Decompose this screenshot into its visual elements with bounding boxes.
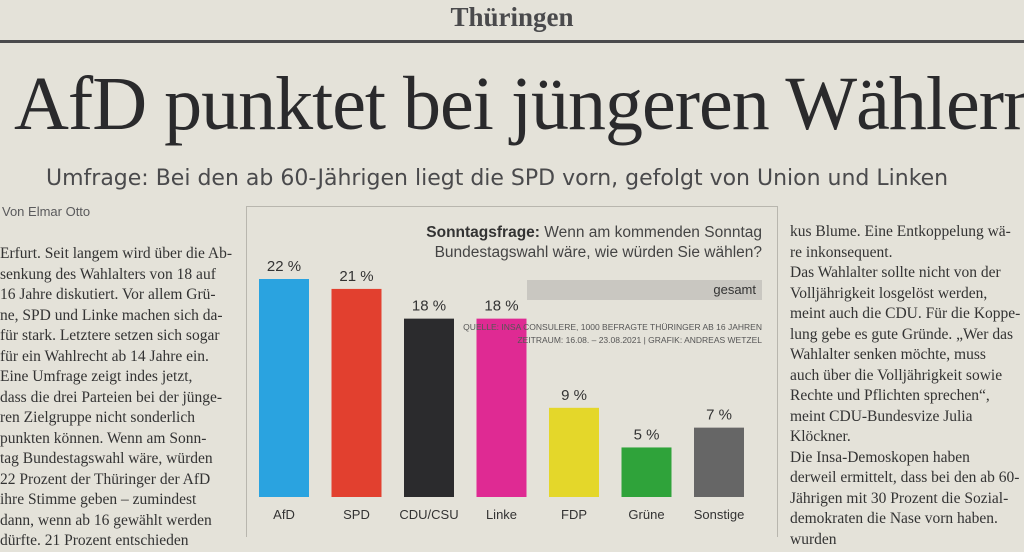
left-column-line: ren Zielgruppe nicht sonderlich <box>0 409 195 426</box>
bar-spd <box>331 288 382 497</box>
left-column-line: senkung des Wahlalters von 18 auf <box>0 265 216 283</box>
section-title: Thüringen <box>450 2 574 32</box>
value-label: 22 % <box>267 258 301 275</box>
category-label: SPD <box>343 507 370 522</box>
left-column-line: dann, wenn ab 16 gewählt werden <box>0 511 212 529</box>
left-column-line: tag Bundestagswahl wäre, würden <box>0 450 213 467</box>
left-column-line: dass die drei Parteien bei der jünge- <box>0 388 223 406</box>
bar-cdu-csu <box>404 318 454 497</box>
right-column-line: auch über die Volljährigkeit sowie <box>790 366 1003 384</box>
right-column-line: Rechte und Pflichten sprechen“, <box>790 387 990 404</box>
left-column-line: Eine Umfrage zeigt indes jetzt, <box>0 368 193 385</box>
right-column-line: meint auch die CDU. Für die Koppe- <box>790 305 1021 322</box>
section-rule <box>0 40 1024 43</box>
headline: AfD punktet bei jüngeren Wählern <box>14 62 1024 146</box>
right-column-line: lung gebe es gute Gründe. „Wer das <box>790 325 1013 343</box>
right-column-line: wurden <box>790 530 837 548</box>
chart-source-line-2: Zeitraum: 16.08. – 23.08.2021 | Grafik: … <box>517 335 762 345</box>
right-column-line: Jährigen mit 30 Prozent die Sozial- <box>790 489 1009 507</box>
left-column-line: ihre Stimme geben – zumindest <box>0 491 197 508</box>
right-column-line: Wahlalter senken möchte, muss <box>790 346 986 363</box>
chart-question-text: Wenn am kommenden Sonntag Bundestagswahl… <box>434 224 762 261</box>
value-label: 18 % <box>412 298 446 315</box>
right-column-line: demokraten die Nase vorn haben. <box>790 510 998 527</box>
chart-box: 22 % AfD 21 % SPD 18 % CDU/CSU 18 % Linke 9 % FDP… <box>246 206 778 537</box>
bar-chart: 22 % AfD 21 % SPD 18 % CDU/CSU 18 % Linke 9 % FDP… <box>259 258 745 522</box>
chart-question-label: Sonntagsfrage: <box>426 224 540 241</box>
right-column-line: meint CDU-Bundesvize Julia <box>790 407 973 425</box>
right-column-line: derweil ermittelt, dass bei den ab 60- <box>790 469 1020 486</box>
right-column-line: re inkonsequent. <box>790 243 893 261</box>
category-label: Grüne <box>628 507 664 522</box>
right-column-line: Volljährigkeit losgelöst werden, <box>790 284 988 302</box>
value-label: 18 % <box>484 298 518 315</box>
bar-afd <box>259 279 309 497</box>
left-column-line: ne, SPD und Linke machen sich da- <box>0 306 223 324</box>
bar-fdp <box>549 407 599 497</box>
left-column-line: punkten können. Wenn am Sonn- <box>0 429 207 447</box>
chart-question: Sonntagsfrage: Wenn am kommenden Sonntag… <box>417 223 762 263</box>
left-column-line: 22 Prozent der Thüringer der AfD <box>0 470 211 488</box>
byline: Von Elmar Otto <box>2 204 91 219</box>
chart-source: Quelle: INSA Consulere, 1000 befragte Th… <box>457 321 762 347</box>
bar-gr-ne <box>621 447 672 497</box>
bar-sonstige <box>694 427 744 497</box>
category-label: Linke <box>486 507 517 522</box>
value-label: 21 % <box>339 268 373 285</box>
bar-linke <box>476 318 527 497</box>
left-column-line: für ein Wahlrecht ab 14 Jahre ein. <box>0 347 209 365</box>
chart-subtitle-bar: gesamt <box>527 280 762 300</box>
right-column: kus Blume. Eine Entkoppelung wä-re inkon… <box>790 222 1024 550</box>
value-label: 7 % <box>706 407 732 424</box>
right-column-line: Klöckner. <box>790 428 851 445</box>
right-column-line: Das Wahlalter sollte nicht von der <box>790 264 1001 281</box>
chart-source-line-1: Quelle: INSA Consulere, 1000 befragte Th… <box>463 322 762 332</box>
left-column-line: für stark. Letztere setzen sich sogar <box>0 327 220 344</box>
subheadline: Umfrage: Bei den ab 60-Jährigen liegt di… <box>46 166 949 191</box>
category-label: FDP <box>561 507 587 522</box>
left-column-line: Erfurt. Seit langem wird über die Ab- <box>0 245 233 262</box>
left-column-line: 16 Jahre diskutiert. Vor allem Grü- <box>0 286 216 303</box>
category-label: CDU/CSU <box>399 507 458 522</box>
right-column-line: Die Insa-Demoskopen haben <box>790 448 970 466</box>
left-column: Erfurt. Seit langem wird über die Ab-sen… <box>0 244 236 552</box>
value-label: 5 % <box>634 426 660 443</box>
left-column-line: dürfte. 21 Prozent entschieden <box>0 532 189 549</box>
category-label: AfD <box>273 507 295 522</box>
category-label: Sonstige <box>694 507 745 522</box>
right-column-line: kus Blume. Eine Entkoppelung wä- <box>790 223 1011 240</box>
value-label: 9 % <box>561 387 587 404</box>
